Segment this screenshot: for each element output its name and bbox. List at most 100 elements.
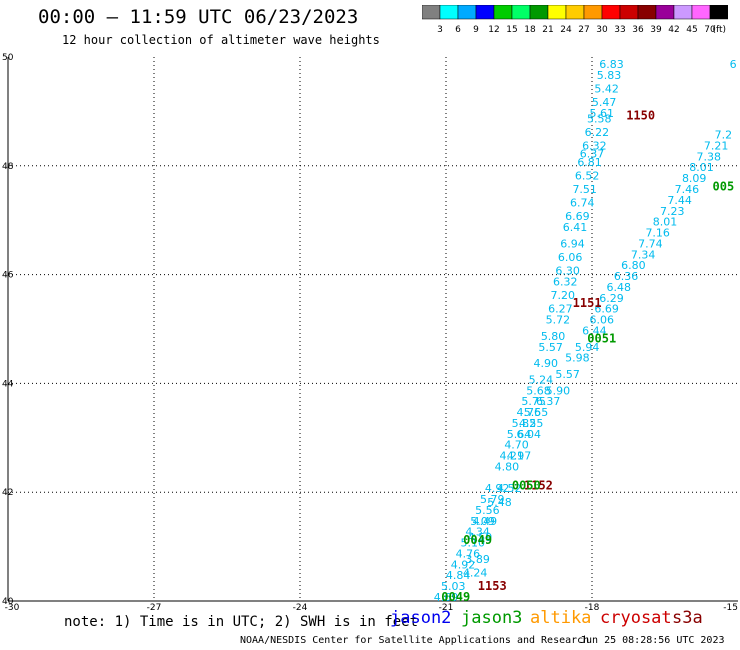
- pass-time-label: 0051: [587, 332, 616, 346]
- wave-height-point: 6.41: [563, 221, 588, 234]
- colorbar-swatch: [709, 5, 728, 20]
- wave-height-point: 6.81: [577, 156, 602, 169]
- colorbar-label: 3: [437, 25, 443, 35]
- wave-height-point: 6.37: [536, 395, 561, 408]
- wave-height-point: 5.83: [597, 69, 622, 82]
- wave-height-point: 5.72: [546, 314, 571, 327]
- wave-height-point: 5.75: [521, 395, 546, 408]
- wave-height-point: 4.34: [465, 526, 490, 539]
- wave-height-point: 6.22: [585, 126, 610, 139]
- wave-height-point: 5.61: [589, 107, 614, 120]
- wave-height-point: 5.09: [470, 515, 495, 528]
- colorbar-label: 6: [455, 25, 461, 35]
- wave-height-point: 6.36: [614, 270, 639, 283]
- wave-height-point: 5.98: [565, 352, 590, 365]
- wave-height-point: 5.55: [524, 406, 549, 419]
- wave-height-point: 4.80: [495, 460, 520, 473]
- colorbar-label: 39: [650, 25, 662, 35]
- wave-height-point: 8.01: [689, 161, 714, 174]
- wave-height-point: 6.52: [575, 169, 600, 182]
- pass-time-label: 1151: [573, 296, 602, 310]
- wave-height-point: 5.64: [507, 428, 532, 441]
- colorbar-label: 27: [578, 25, 589, 35]
- pass-time-label: 1150: [626, 109, 655, 123]
- wave-height-point: 5.57: [555, 368, 580, 381]
- wave-height-point: 5.24: [529, 373, 554, 386]
- legend-altika: altika: [530, 608, 592, 628]
- wave-height-point: 6.48: [607, 281, 632, 294]
- colorbar-label: 36: [632, 25, 644, 35]
- x-tick-label: -21: [439, 603, 454, 613]
- colorbar-label: 45: [686, 25, 697, 35]
- wave-height-point: 5.48: [487, 496, 512, 509]
- colorbar-label: 15: [506, 25, 517, 35]
- wave-height-point: 6.69: [594, 303, 619, 316]
- y-tick-label: 44: [2, 379, 14, 389]
- wave-height-point: 6.94: [560, 237, 585, 250]
- color-scale-bar: 3 6 9 12 15 18 21 24 27 30 33 36 39 42 45 70(ft): [422, 5, 728, 35]
- colorbar-label: 33: [614, 25, 625, 35]
- colorbar-label: 18: [524, 25, 536, 35]
- wave-height-point: 7.2: [715, 129, 733, 142]
- wave-height-point: 4.21: [499, 450, 524, 463]
- wave-height-point: 4.70: [504, 439, 529, 452]
- pass-time-label: 0049: [463, 533, 492, 547]
- wave-height-point: 5.80: [541, 330, 566, 343]
- wave-height-point: 4.76: [516, 406, 541, 419]
- pass-time-label: 1153: [478, 579, 507, 593]
- wave-height-point: 5.56: [475, 504, 500, 517]
- wave-height-point: 7.34: [631, 248, 656, 261]
- wave-height-point: 5.90: [546, 384, 571, 397]
- legend-s3a: s3a: [672, 608, 703, 628]
- colorbar-unit: (ft): [712, 25, 726, 35]
- wave-height-point: 7.51: [572, 183, 597, 196]
- wave-height-point: 4.84: [446, 569, 471, 582]
- wave-height-point: 5.10: [461, 537, 486, 550]
- colorbar-label: 12: [488, 25, 499, 35]
- wave-height-point: 5.94: [575, 341, 600, 354]
- x-tick-label: -30: [5, 603, 20, 613]
- pass-time-label: 005: [713, 179, 735, 193]
- wave-height-point: 3.89: [465, 553, 490, 566]
- wave-height-point: 7.16: [645, 227, 670, 240]
- y-tick-label: 46: [2, 271, 14, 281]
- chart-title: 00:00 – 11:59 UTC 06/23/2023: [38, 6, 359, 28]
- wave-height-point: 4.55: [519, 417, 544, 430]
- x-tick-label: -18: [585, 603, 600, 613]
- wave-height-point: 7.21: [704, 139, 729, 152]
- wave-height-point: 4.92: [485, 482, 510, 495]
- wave-height-point: 7.46: [675, 183, 700, 196]
- wave-height-point: 7.44: [667, 194, 692, 207]
- wave-height-point: 5.57: [538, 341, 563, 354]
- wave-height-point: 6.32: [553, 275, 578, 288]
- wave-height-point: 6.74: [570, 197, 595, 210]
- wave-height-point: 7.23: [660, 205, 685, 218]
- y-tick-label: 48: [2, 162, 14, 172]
- wave-height-point: 6: [730, 58, 737, 71]
- wave-height-point: 4.69: [434, 591, 459, 604]
- wave-height-point: 6.32: [582, 139, 607, 152]
- wave-height-point: 7.74: [638, 237, 663, 250]
- wave-height-point: 6.19: [602, 47, 627, 60]
- wave-height-point: 5.68: [526, 384, 551, 397]
- wave-height-point: 6.06: [558, 251, 583, 264]
- wave-height-point: 4.97: [507, 450, 532, 463]
- x-tick-label: -27: [147, 603, 162, 613]
- legend-jason3: jason3: [461, 608, 523, 628]
- wave-height-point: 7.20: [551, 289, 576, 302]
- wave-height-point: 4.76: [456, 547, 481, 560]
- colorbar-label: 21: [542, 25, 553, 35]
- wave-height-point: 6.30: [555, 265, 580, 278]
- legend-cryosat: cryosat: [600, 608, 672, 628]
- wave-height-point: 7.38: [697, 150, 722, 163]
- colorbar-label: 9: [473, 25, 479, 35]
- wave-height-point: 6.27: [548, 303, 573, 316]
- pass-time-label: 1152: [524, 478, 553, 492]
- wave-height-point: 5.82: [512, 417, 537, 430]
- x-tick-label: -24: [293, 603, 308, 613]
- x-tick-label: -15: [723, 603, 738, 613]
- colorbar-label: 30: [596, 25, 608, 35]
- wave-height-point: 6.37: [580, 148, 605, 161]
- colorbar-label: 42: [668, 25, 679, 35]
